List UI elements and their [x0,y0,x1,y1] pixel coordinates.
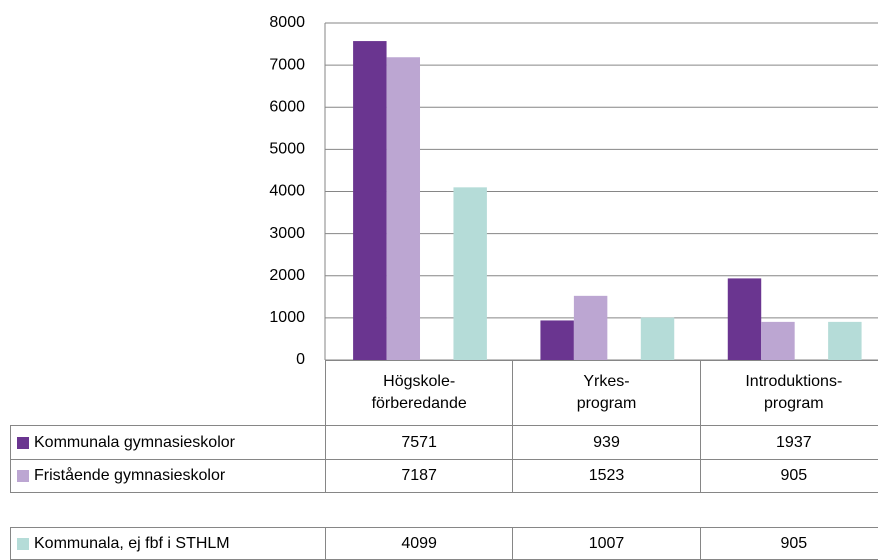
data-table-value: 4099 [325,527,514,560]
data-table-value: 905 [699,459,878,493]
legend-label: Kommunala gymnasieskolor [34,433,235,451]
data-table-value: 1007 [512,527,701,560]
bar [640,317,675,360]
y-tick-label: 0 [296,351,305,368]
bar [353,41,387,360]
bar [761,321,795,360]
y-tick-label: 6000 [269,98,305,115]
y-tick-label: 7000 [269,56,305,73]
bar [540,320,574,360]
legend-label: Fristående gymnasieskolor [34,467,226,484]
bar [573,295,608,360]
legend-entry: Fristående gymnasieskolor [10,459,326,493]
data-table-value: 939 [512,425,701,460]
legend-entry: Kommunala, ej fbf i STHLM [10,527,326,560]
data-table-value: 1523 [512,459,701,493]
y-tick-label: 8000 [269,14,305,31]
data-table-value: 7571 [325,425,514,460]
legend-entry: Kommunala gymnasieskolor [10,425,326,460]
data-table-value: 7187 [325,459,514,493]
x-tick-label: Yrkes- program [512,360,701,426]
y-tick-label: 5000 [269,141,305,158]
bar [453,187,487,360]
y-tick-label: 4000 [269,183,305,200]
y-tick-label: 1000 [269,309,305,326]
legend-key [17,537,29,550]
bar [828,321,862,360]
legend-key [17,470,29,482]
x-tick-label: Högskole- förberedande [325,360,514,426]
x-tick-label: Introduktions- program [699,360,878,426]
bar [386,57,421,361]
data-table-value: 905 [699,527,878,560]
bar [727,278,762,360]
y-tick-label: 3000 [269,225,305,242]
y-tick-label: 2000 [269,267,305,284]
legend-key [17,436,29,449]
legend-label: Kommunala, ej fbf i STHLM [34,534,230,552]
data-table-value: 1937 [699,425,878,460]
